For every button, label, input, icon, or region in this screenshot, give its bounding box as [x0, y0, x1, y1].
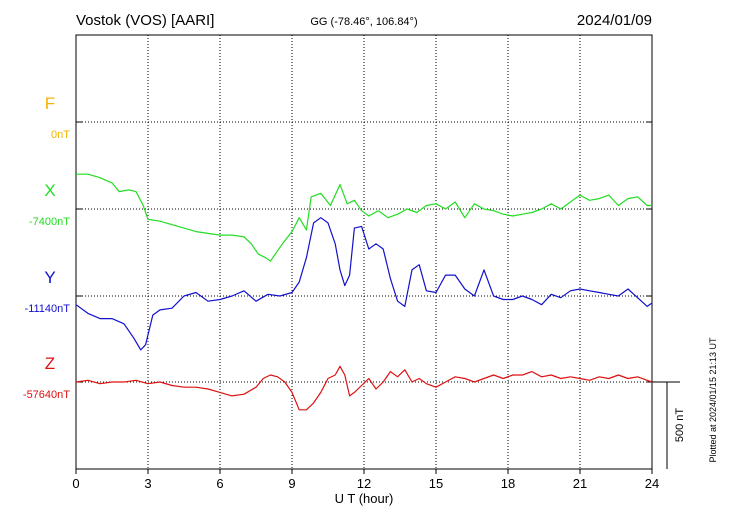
x-tick-label: 15: [429, 476, 443, 491]
coordinates-label: GG (-78.46°, 106.84°): [310, 16, 417, 28]
plotted-timestamp: Plotted at 2024/01/15 21:13 UT: [708, 337, 718, 463]
x-tick-label: 21: [573, 476, 587, 491]
baseline-label-z: -57640nT: [23, 389, 70, 401]
x-tick-label: 0: [72, 476, 79, 491]
x-tick-label: 9: [288, 476, 295, 491]
baseline-label-f: 0nT: [51, 129, 70, 141]
x-tick-label: 18: [501, 476, 515, 491]
scale-bar-label: 500 nT: [674, 408, 686, 443]
date-label: 2024/01/09: [577, 12, 652, 29]
series-line-y: [75, 217, 653, 351]
series-line-z: [75, 365, 653, 411]
series-name-x: X: [44, 181, 55, 200]
x-tick-label: 24: [645, 476, 659, 491]
x-axis-label: U T (hour): [335, 491, 394, 506]
x-tick-label: 12: [357, 476, 371, 491]
series-name-z: Z: [45, 354, 55, 373]
series-name-y: Y: [44, 268, 55, 287]
scale-bar: 500 nT: [652, 381, 686, 469]
baseline-label-y: -11140nT: [25, 303, 71, 315]
station-title: Vostok (VOS) [AARI]: [76, 12, 214, 29]
series-line-x: [76, 173, 652, 262]
series-layer: F 0nT X -7400nT Y -11140nT Z -57640nT: [23, 94, 653, 411]
grid-lines: [76, 35, 652, 469]
baseline-label-x: -7400nT: [29, 216, 70, 228]
series-name-f: F: [45, 94, 55, 113]
x-axis-ticks: 0 3 6 9 12 15 18 21 24: [72, 469, 659, 491]
x-tick-label: 6: [216, 476, 223, 491]
x-tick-label: 3: [144, 476, 151, 491]
